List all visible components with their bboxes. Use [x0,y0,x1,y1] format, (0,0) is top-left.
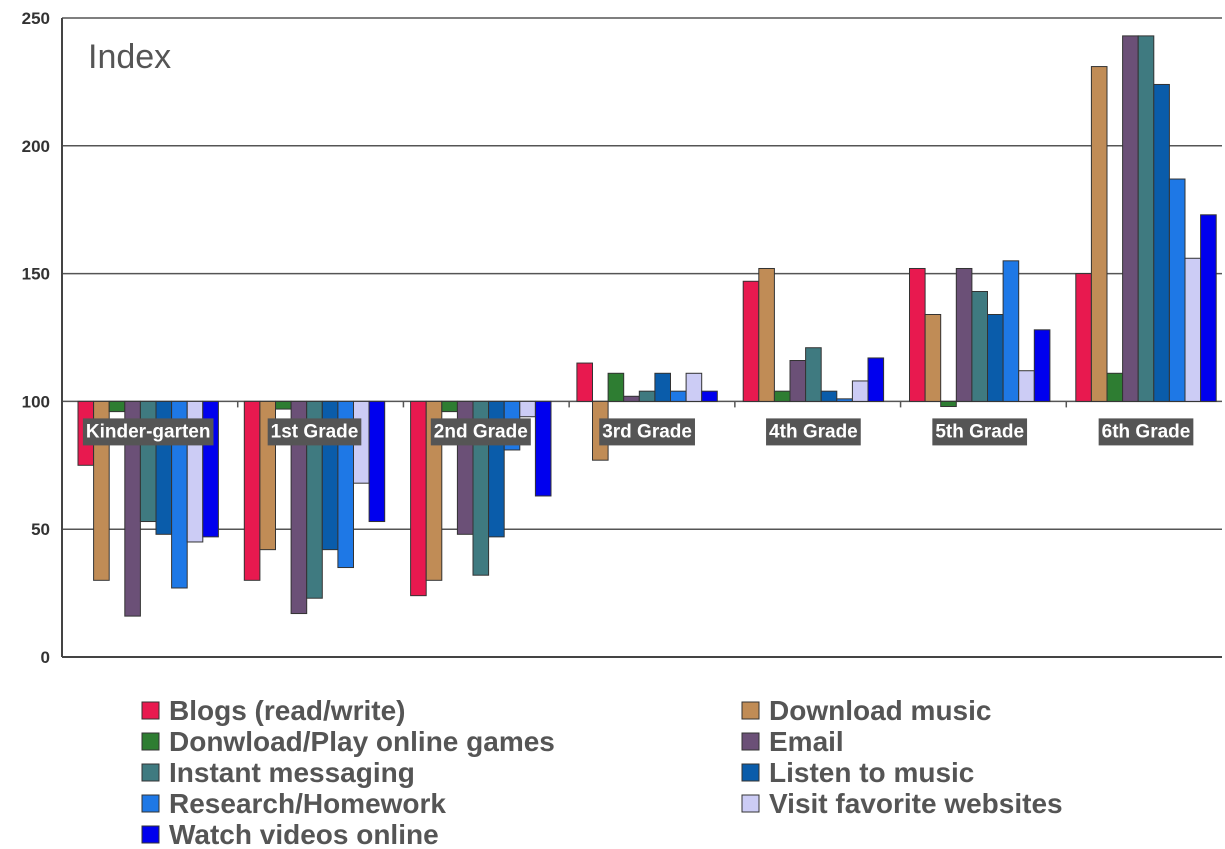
bar [243,400,261,581]
bar [1200,214,1217,402]
category-label-box [82,418,214,446]
y-axis-ticks: 0 50 100 150 200 250 [22,9,50,667]
bar [701,390,718,402]
category-label: 4th Grade [769,421,858,442]
legend-item: Download music [741,695,991,726]
bar [742,280,760,402]
bar [1122,35,1139,402]
bar [1184,257,1202,402]
legend-item: Watch videos online [141,819,439,849]
y-tick-label: 200 [22,137,50,156]
bar [758,267,775,402]
legend-swatch [741,701,760,720]
legend-label: Visit favorite websites [769,788,1063,819]
legend-label: Listen to music [769,757,974,788]
legend-label: Watch videos online [169,819,439,849]
bar [851,380,869,402]
category-label-box [267,418,362,446]
bar [971,290,989,402]
chart-title: Index [88,38,171,76]
category-labels: Kinder-garten 1st Grade 2nd Grade 3rd Grade… [82,418,1194,446]
bar [924,313,942,402]
bar [773,390,791,402]
bar [987,313,1004,402]
legend-item: Email [741,726,844,757]
bar [805,347,822,402]
legend-swatch [141,825,160,844]
legend-swatch [141,701,160,720]
bar [1137,35,1155,402]
legend-item: Blogs (read/write) [141,695,405,726]
bar [1033,329,1051,402]
bar [789,360,807,402]
legend-item: Research/Homework [141,788,446,819]
bar [93,400,110,581]
bar [1153,83,1170,402]
legend-swatch [741,794,760,813]
bar [638,390,656,402]
y-tick-label: 250 [22,9,50,28]
bar [820,390,838,402]
bar [275,400,292,410]
bar [441,400,458,413]
category-label: 6th Grade [1102,421,1191,442]
legend-swatch [141,794,160,813]
legend-label: Donwload/Play online games [169,726,555,757]
y-tick-label: 100 [22,392,50,411]
category-label: 1st Grade [271,421,359,442]
legend-item: Visit favorite websites [741,788,1063,819]
bar [368,400,386,523]
category-label-box [766,418,861,446]
bar [534,400,552,497]
category-label: 5th Grade [935,421,1024,442]
bar [670,390,687,402]
legend-swatch [741,763,760,782]
category-label: 3rd Grade [602,421,692,442]
category-label-box [1098,418,1194,446]
bar [519,400,536,418]
bar [955,267,973,402]
category-label-box [932,418,1028,446]
bar [1018,370,1035,402]
bar [410,400,427,597]
legend-label: Research/Homework [169,788,446,819]
bar [1106,372,1124,402]
legend-label: Download music [769,695,991,726]
category-label-box [430,418,531,446]
legend-swatch [141,763,160,782]
legend-item: Donwload/Play online games [141,726,555,757]
bar [685,372,703,402]
legend-swatch [141,732,160,751]
bar [576,362,594,402]
legend-item: Instant messaging [141,757,415,788]
legend: Blogs (read/write) Download music Donwload… [141,695,1063,849]
bar [108,400,126,413]
category-label-box [599,418,695,446]
y-tick-label: 0 [41,648,50,667]
bar [654,372,672,402]
y-tick-label: 50 [31,520,50,539]
legend-label: Instant messaging [169,757,415,788]
bar [607,372,625,402]
bar [1075,273,1092,402]
category-label: Kinder-garten [86,421,211,442]
bar [867,357,885,402]
bar [940,400,957,408]
bar [623,395,640,402]
legend-label: Blogs (read/write) [169,695,405,726]
legend-swatch [741,732,760,751]
category-label: 2nd Grade [434,421,528,442]
bar [1002,260,1020,402]
bar [425,400,443,581]
bar [1090,66,1108,402]
bar [909,267,926,402]
legend-label: Email [769,726,844,757]
legend-item: Listen to music [741,757,974,788]
bar [836,398,853,402]
y-tick-label: 150 [22,265,50,284]
bar [1168,178,1186,402]
